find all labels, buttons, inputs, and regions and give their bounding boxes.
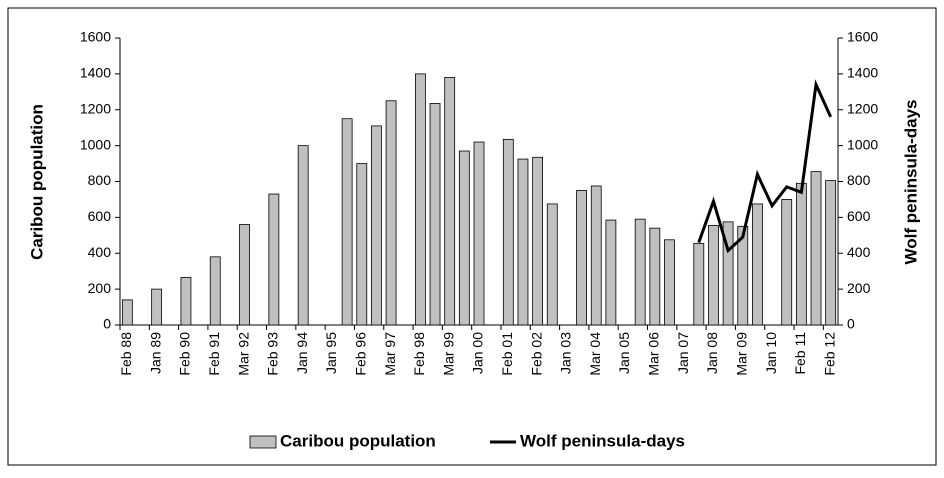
bar <box>414 73 426 326</box>
y-tick-label: 800 <box>88 172 112 188</box>
y-tick-label: 400 <box>88 244 112 260</box>
x-tick-label: Feb 93 <box>265 332 281 376</box>
x-tick-label: Mar 99 <box>440 332 456 376</box>
y2-tick-label: 1400 <box>847 65 878 81</box>
bar <box>444 77 456 326</box>
legend-label: Caribou population <box>280 431 436 450</box>
x-tick-label: Feb 01 <box>499 332 515 376</box>
y2-axis-label: Wolf peninsula-days <box>901 100 920 265</box>
x-tick-label: Feb 88 <box>118 332 134 376</box>
bar <box>737 225 749 326</box>
y-tick-label: 1200 <box>80 100 111 116</box>
bar <box>209 256 221 326</box>
bar <box>151 288 163 326</box>
x-tick-label: Jan 89 <box>147 332 163 374</box>
x-tick-label: Feb 11 <box>792 332 808 375</box>
x-tick-label: Feb 02 <box>528 332 544 376</box>
x-tick-label: Jan 05 <box>616 332 632 374</box>
bar <box>693 242 705 326</box>
bar <box>356 163 368 326</box>
bar <box>502 138 514 326</box>
x-tick-label: Mar 06 <box>646 332 662 376</box>
x-tick-label: Mar 09 <box>733 332 749 376</box>
y-tick-label: 600 <box>88 208 112 224</box>
bar <box>268 193 280 326</box>
y2-tick-label: 1000 <box>847 136 878 152</box>
x-tick-label: Mar 92 <box>235 332 251 376</box>
y2-tick-label: 1600 <box>847 29 878 45</box>
y-axis-label: Caribou population <box>27 104 46 260</box>
bar <box>605 219 617 326</box>
bar <box>532 156 544 326</box>
bar <box>590 185 602 326</box>
y2-tick-label: 1200 <box>847 100 878 116</box>
x-tick-label: Mar 97 <box>382 332 398 376</box>
x-tick-label: Feb 12 <box>821 332 837 376</box>
x-tick-label: Feb 91 <box>206 332 222 376</box>
bar <box>649 227 661 326</box>
bar <box>752 203 763 326</box>
x-tick-label: Feb 90 <box>177 332 193 376</box>
bar <box>517 158 529 326</box>
line <box>697 79 833 254</box>
y2-tick-label: 800 <box>847 172 871 188</box>
x-tick-label: Mar 04 <box>587 332 603 376</box>
y2-tick-label: 0 <box>847 316 855 332</box>
x-tick-label: Feb 98 <box>411 332 427 376</box>
x-tick-label: Jan 03 <box>558 332 574 374</box>
y-tick-label: 0 <box>103 316 111 332</box>
bar <box>385 100 397 326</box>
y2-tick-label: 200 <box>847 280 871 296</box>
legend-swatch <box>249 435 277 449</box>
bar <box>576 190 587 326</box>
x-tick-label: Jan 07 <box>675 332 691 374</box>
x-tick-label: Jan 00 <box>470 332 486 374</box>
bar <box>722 221 734 326</box>
bar <box>341 118 353 326</box>
bar <box>795 182 807 326</box>
y-tick-label: 1000 <box>80 136 111 152</box>
bar <box>458 150 470 326</box>
x-tick-label: Jan 08 <box>704 332 720 374</box>
x-tick-label: Feb 96 <box>352 332 368 376</box>
bar <box>810 171 822 326</box>
bar <box>664 239 675 326</box>
x-tick-label: Jan 95 <box>323 332 339 374</box>
bar <box>781 199 793 326</box>
y-tick-label: 1600 <box>80 29 111 45</box>
y2-tick-label: 600 <box>847 208 871 224</box>
bar <box>239 224 250 326</box>
x-tick-label: Jan 10 <box>763 332 779 374</box>
bar <box>121 299 133 326</box>
y-tick-label: 1400 <box>80 65 111 81</box>
bar <box>708 225 719 326</box>
bar <box>473 141 485 326</box>
legend-label: Wolf peninsula-days <box>520 431 685 450</box>
bar <box>546 203 558 326</box>
bar <box>825 180 837 326</box>
bar <box>371 125 382 326</box>
y-tick-label: 200 <box>88 280 112 296</box>
bar <box>429 103 441 326</box>
bar <box>634 218 646 326</box>
x-tick-label: Jan 94 <box>294 332 310 374</box>
bar <box>180 277 192 326</box>
y2-tick-label: 400 <box>847 244 871 260</box>
bar <box>297 145 309 326</box>
